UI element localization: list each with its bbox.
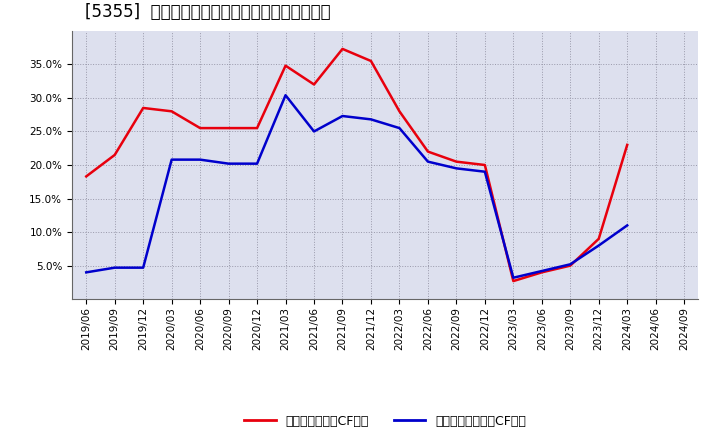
- Text: [5355]  有利子負債キャッシュフロー比率の推移: [5355] 有利子負債キャッシュフロー比率の推移: [84, 3, 330, 21]
- Legend: 有利子負債営業CF比率, 有利子負債フリーCF比率: 有利子負債営業CF比率, 有利子負債フリーCF比率: [239, 410, 531, 433]
